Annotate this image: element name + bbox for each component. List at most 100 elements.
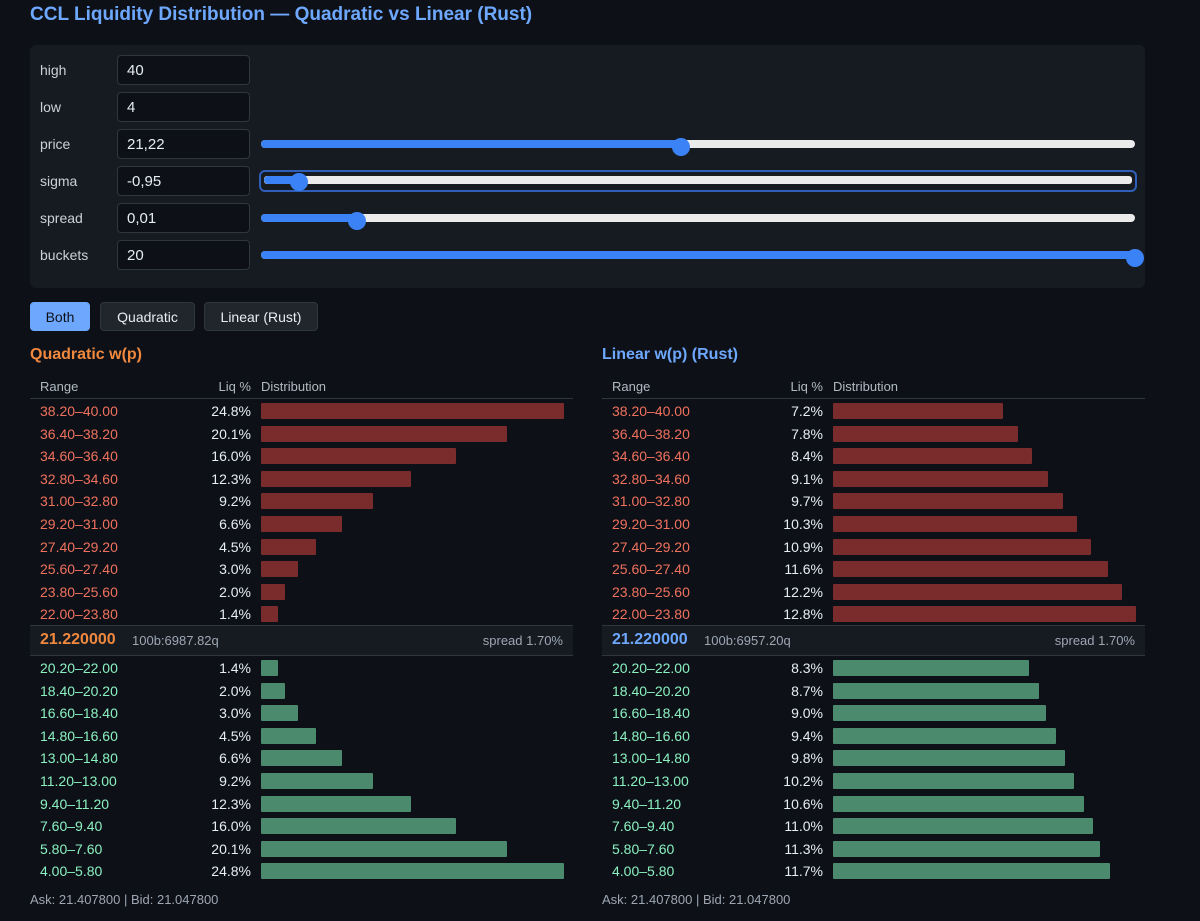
liq-pct: 12.3% [211,795,251,812]
mode-quadratic-button[interactable]: Quadratic [100,302,195,331]
slider-track [261,138,1135,156]
range-label: 36.40–38.20 [612,425,690,442]
liq-pct: 3.0% [219,705,251,722]
liq-pct: 6.6% [219,516,251,532]
liq-pct: 9.7% [791,493,823,510]
range-label: 14.80–16.60 [40,727,118,744]
range-label: 29.20–31.00 [612,516,690,532]
spread-slider[interactable] [261,211,1135,230]
slider-thumb[interactable] [671,138,690,156]
distribution-bar [261,750,342,767]
liq-pct: 4.5% [219,727,251,744]
distribution-bar [261,403,564,419]
buckets-slider[interactable] [261,248,1144,267]
range-label: 16.60–18.40 [40,705,118,722]
liq-pct: 16.0% [211,818,251,835]
control-label: high [40,62,67,78]
bid-row: 14.80–16.60 4.5% [30,725,573,748]
ask-row: 22.00–23.80 1.4% [30,603,573,626]
mid-price-row: 21.220000 100b:6957.20q spread 1.70% [602,625,1145,656]
ask-row: 25.60–27.40 11.6% [602,558,1145,581]
range-label: 11.20–13.00 [612,773,689,789]
liq-pct: 1.4% [219,660,251,676]
range-label: 22.00–23.80 [40,606,118,623]
bid-row: 7.60–9.40 16.0% [30,815,573,838]
range-label: 32.80–34.60 [40,470,118,487]
price-slider[interactable] [261,137,1135,156]
distribution-bar [833,448,1032,465]
distribution-bar [833,583,1122,600]
range-label: 38.20–40.00 [612,403,690,419]
mode-linear-button[interactable]: Linear (Rust) [204,302,318,331]
distribution-bar [833,727,1056,744]
range-label: 4.00–5.80 [40,863,103,880]
range-label: 18.40–20.20 [40,682,118,699]
bid-row: 7.60–9.40 11.0% [602,815,1145,838]
sigma-slider[interactable] [259,170,1137,192]
range-label: 20.20–22.00 [612,660,690,676]
spread-input[interactable] [117,203,250,233]
col-pct-header: Liq % [790,379,823,394]
distribution-bar [833,795,1084,812]
liq-pct: 8.3% [791,660,823,676]
slider-track [261,249,1144,267]
low-input[interactable] [117,92,250,122]
page-title: CCL Liquidity Distribution — Quadratic v… [30,4,533,25]
distribution-bar [833,682,1039,699]
slider-thumb[interactable] [1126,249,1144,267]
col-range-header: Range [612,379,651,394]
high-input[interactable] [117,55,250,85]
slider-thumb[interactable] [348,212,367,230]
sigma-input[interactable] [117,166,250,196]
ask-row: 32.80–34.60 9.1% [602,468,1145,491]
control-high: high [30,55,1145,85]
bid-row: 13.00–14.80 6.6% [30,747,573,770]
distribution-bar [833,863,1110,880]
liq-pct: 4.5% [219,538,251,555]
liq-pct: 10.3% [783,516,823,532]
liq-pct: 24.8% [211,403,251,419]
col-dist-header: Distribution [261,379,327,394]
bid-row: 18.40–20.20 2.0% [30,680,573,703]
liq-pct: 9.8% [791,750,823,767]
slider-thumb[interactable] [289,173,308,191]
distribution-bar [833,606,1136,623]
bid-row: 11.20–13.00 9.2% [30,770,573,793]
control-price: price [30,129,1145,159]
mode-both-button[interactable]: Both [30,302,90,331]
column-header: Range Liq % Distribution [602,378,1145,399]
distribution-bar [261,448,457,465]
liq-pct: 7.8% [791,425,823,442]
slider-fill [261,251,1135,259]
range-label: 22.00–23.80 [612,606,690,623]
col-dist-header: Distribution [833,379,899,394]
range-label: 31.00–32.80 [612,493,690,510]
distribution-bar [261,583,286,600]
control-label: low [40,99,62,115]
range-label: 25.60–27.40 [40,561,118,578]
range-label: 13.00–14.80 [40,750,118,767]
liq-pct: 2.0% [219,583,251,600]
liq-pct: 12.3% [211,470,251,487]
mid-price: 21.220000 [40,631,116,648]
distribution-bar [833,493,1063,510]
range-label: 16.60–18.40 [612,705,690,722]
liq-pct: 11.6% [784,561,823,578]
ask-row: 31.00–32.80 9.2% [30,490,573,513]
slider-track [261,212,1135,230]
range-label: 5.80–7.60 [612,840,675,857]
buckets-input[interactable] [117,240,250,270]
range-label: 7.60–9.40 [40,818,103,835]
price-input[interactable] [117,129,250,159]
control-label: buckets [40,247,89,263]
column-header: Range Liq % Distribution [30,378,573,399]
control-low: low [30,92,1145,122]
distribution-bar [833,561,1108,578]
liq-pct: 11.0% [784,818,823,835]
distribution-bar [261,795,412,812]
distribution-bar [833,750,1065,767]
range-label: 23.80–25.60 [40,583,118,600]
mid-price-row: 21.220000 100b:6987.82q spread 1.70% [30,625,573,656]
control-label: spread [40,210,83,226]
liq-pct: 9.1% [791,470,823,487]
